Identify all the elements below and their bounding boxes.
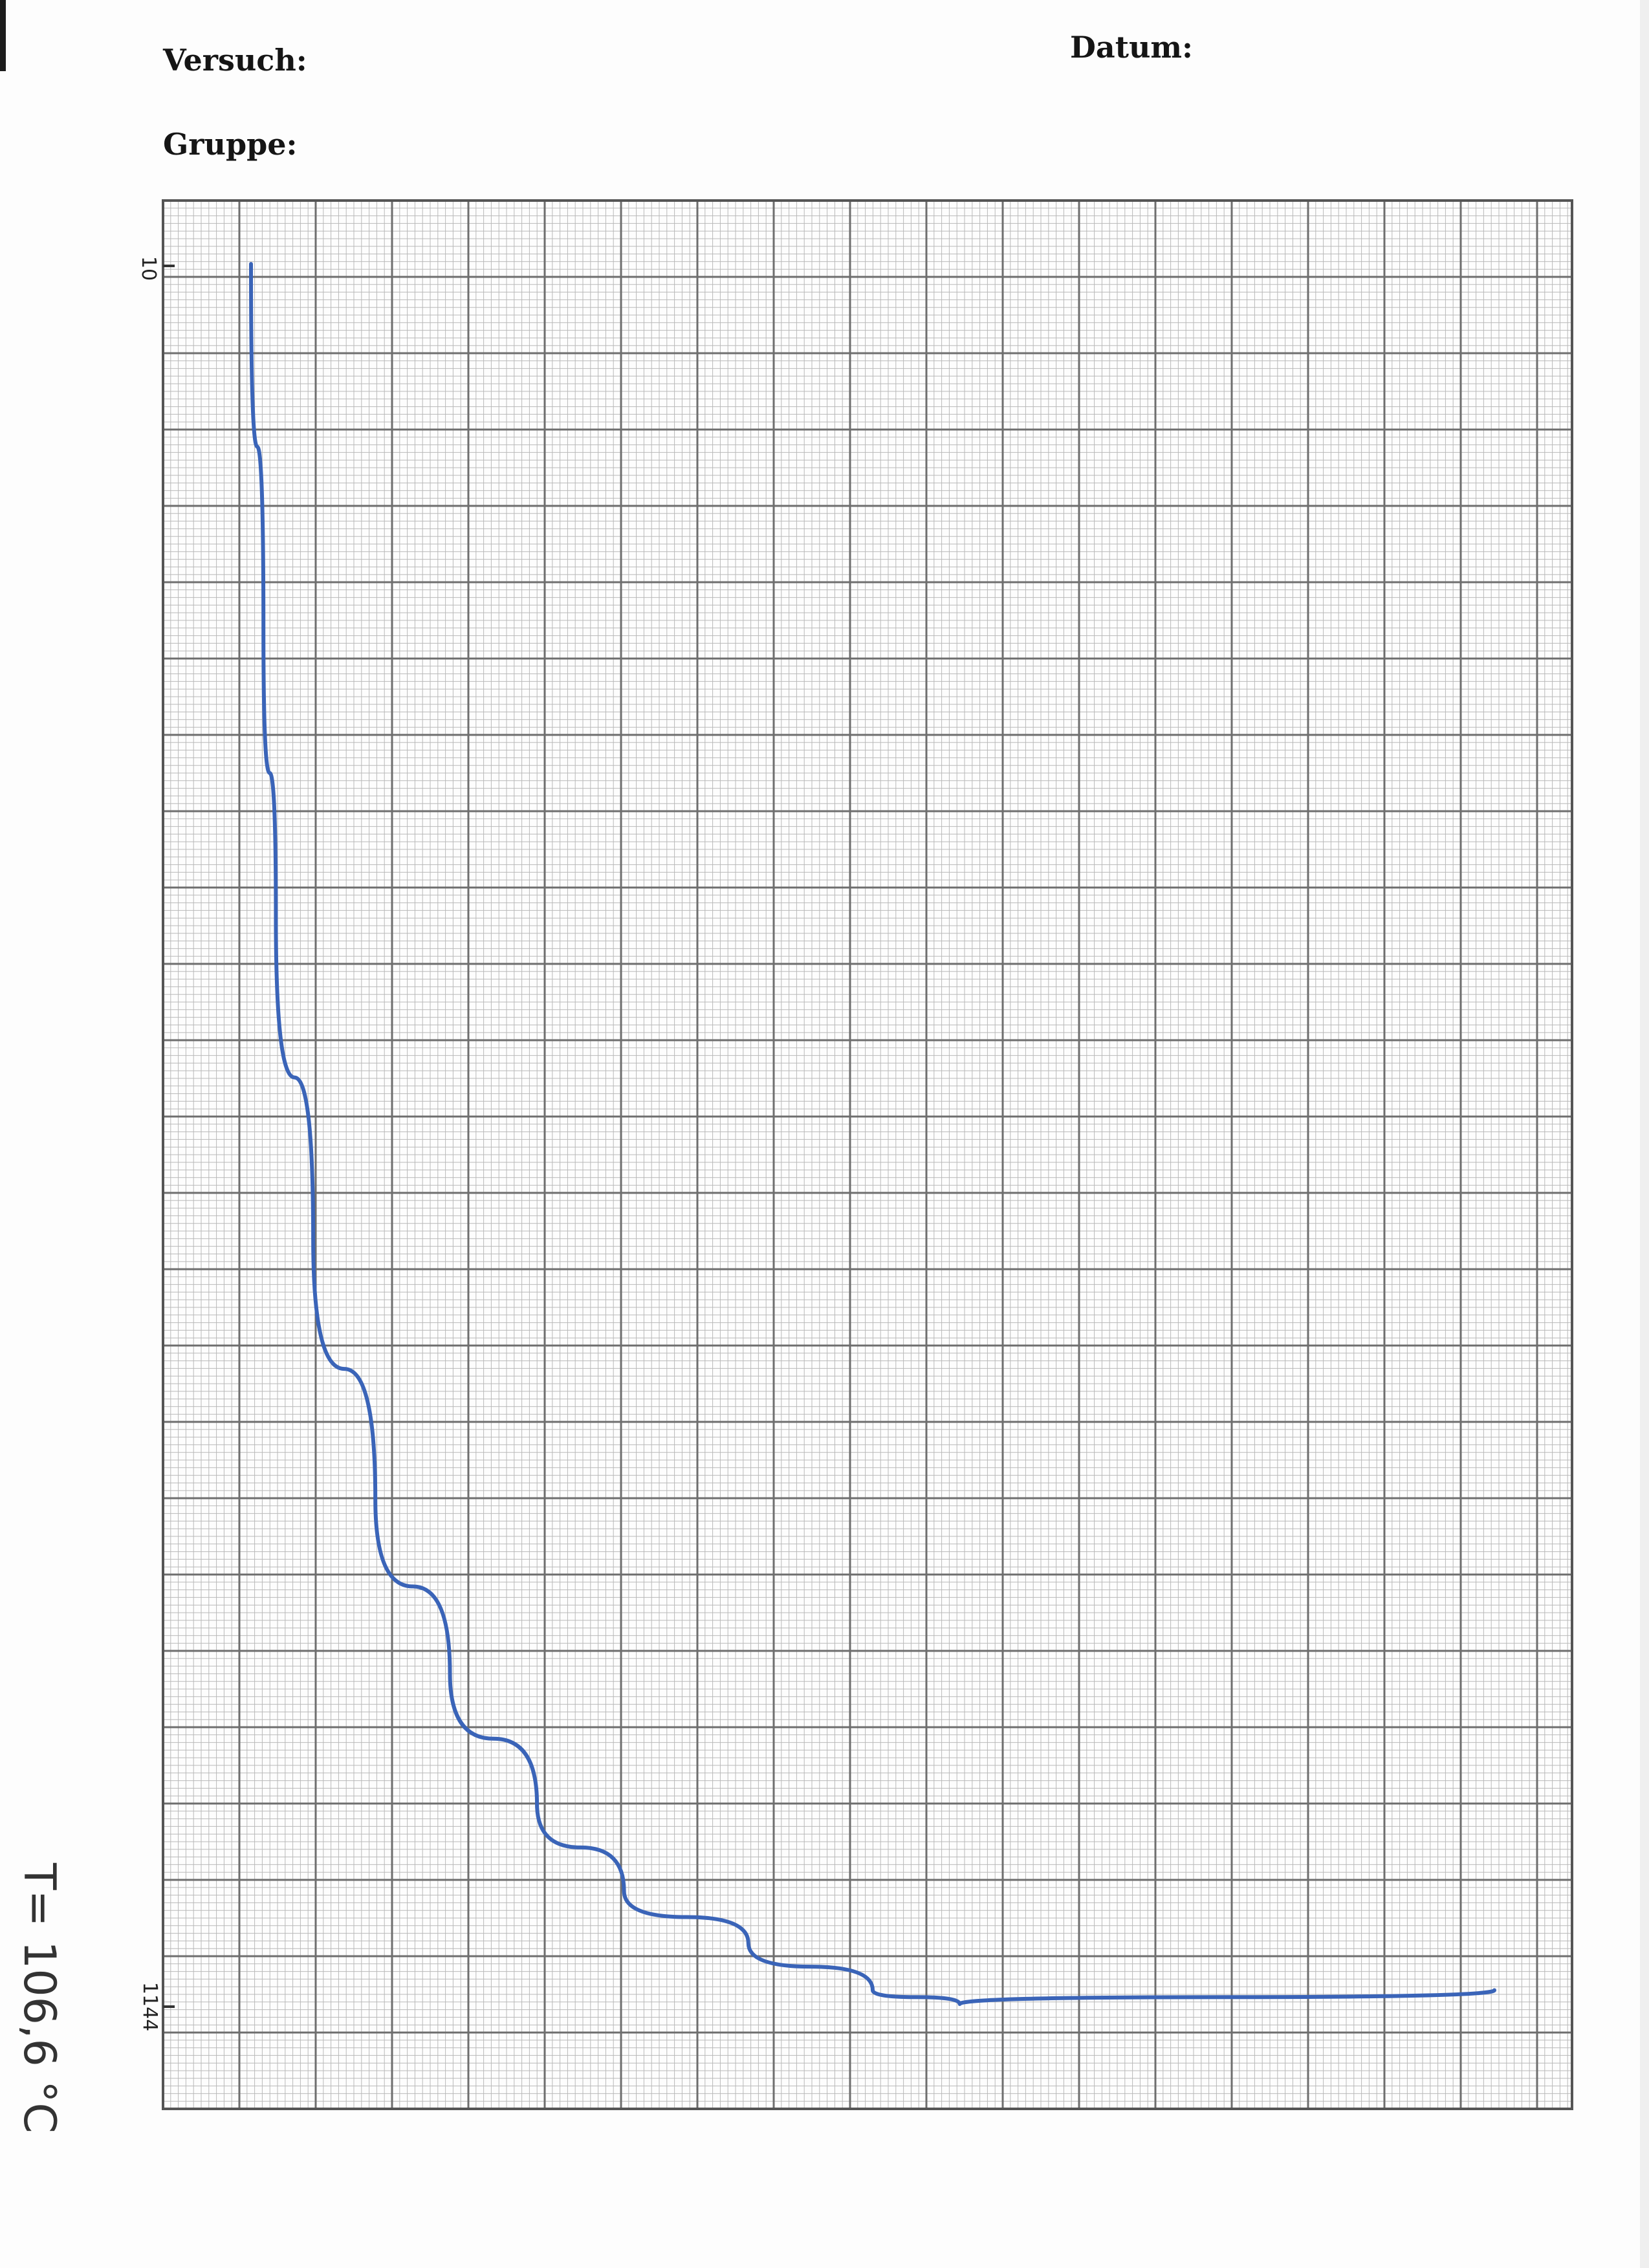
scan-edge-right	[1640, 0, 1649, 2268]
y-tick-label-top: 10	[137, 256, 160, 281]
datum-label: Datum:	[1070, 30, 1194, 65]
grid-minor-lines	[163, 201, 1572, 2109]
series-layer	[249, 262, 1496, 2006]
scan-edge-left	[0, 0, 6, 71]
y-tick-label-bottom: 1144	[138, 1982, 161, 2031]
gruppe-label: Gruppe:	[163, 127, 298, 162]
grid-border	[162, 199, 1573, 2110]
versuch-label: Versuch:	[163, 43, 307, 78]
handwritten-temperature-note: T= 106,6 °C	[14, 1863, 65, 2133]
series-line	[249, 262, 1496, 2006]
